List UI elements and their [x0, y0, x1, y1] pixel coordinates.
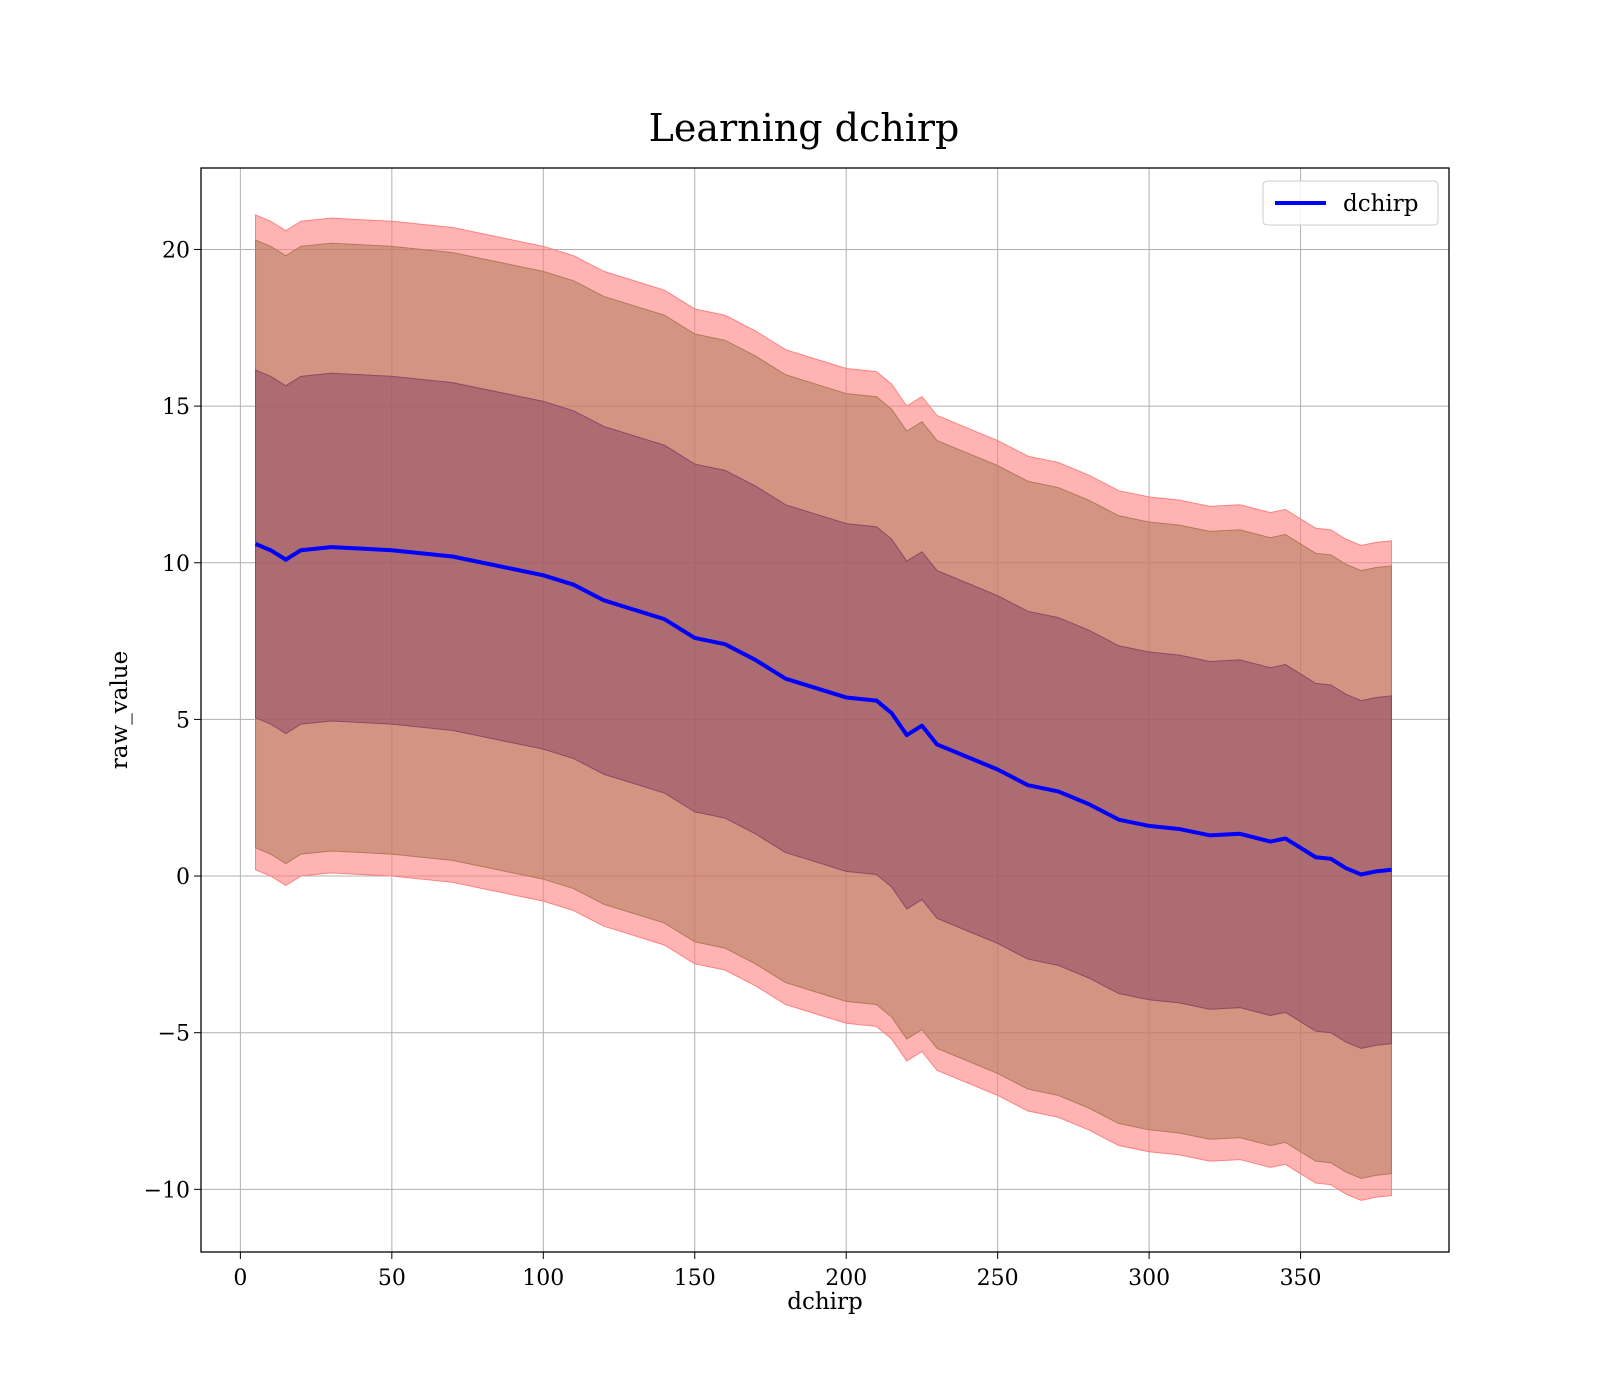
x-tick-label: 50 — [378, 1266, 406, 1291]
y-tick-label: −5 — [158, 1022, 190, 1047]
x-tick-label: 250 — [977, 1266, 1019, 1291]
x-tick-label: 0 — [233, 1266, 247, 1291]
y-tick-label: 15 — [162, 395, 190, 420]
y-axis-ticks: −10 −5 0 5 10 15 20 — [144, 238, 201, 1203]
legend: dchirp — [1262, 180, 1439, 226]
y-tick-label: 10 — [162, 552, 190, 577]
x-tick-label: 200 — [825, 1266, 867, 1291]
y-axis-label: raw_value — [107, 651, 133, 769]
x-tick-label: 300 — [1128, 1266, 1170, 1291]
x-tick-label: 150 — [674, 1266, 716, 1291]
y-tick-label: 20 — [162, 238, 190, 263]
y-tick-label: 0 — [176, 865, 190, 890]
confidence-band — [255, 369, 1392, 1049]
x-tick-label: 100 — [522, 1266, 564, 1291]
series-line — [254, 542, 1392, 877]
x-axis-ticks: 0 50 100 150 200 250 300 350 — [233, 1252, 1322, 1291]
y-tick-label: −10 — [144, 1178, 190, 1203]
confidence-bands — [255, 214, 1392, 1201]
legend-entry-label: dchirp — [1343, 191, 1419, 217]
chart-title: Learning dchirp — [649, 106, 960, 150]
series-lines — [254, 542, 1392, 877]
x-axis-label: dchirp — [787, 1289, 863, 1315]
plot-frame — [200, 167, 1450, 1253]
x-tick-label: 350 — [1280, 1266, 1322, 1291]
legend-box — [1262, 180, 1439, 226]
y-tick-label: 5 — [176, 708, 190, 733]
